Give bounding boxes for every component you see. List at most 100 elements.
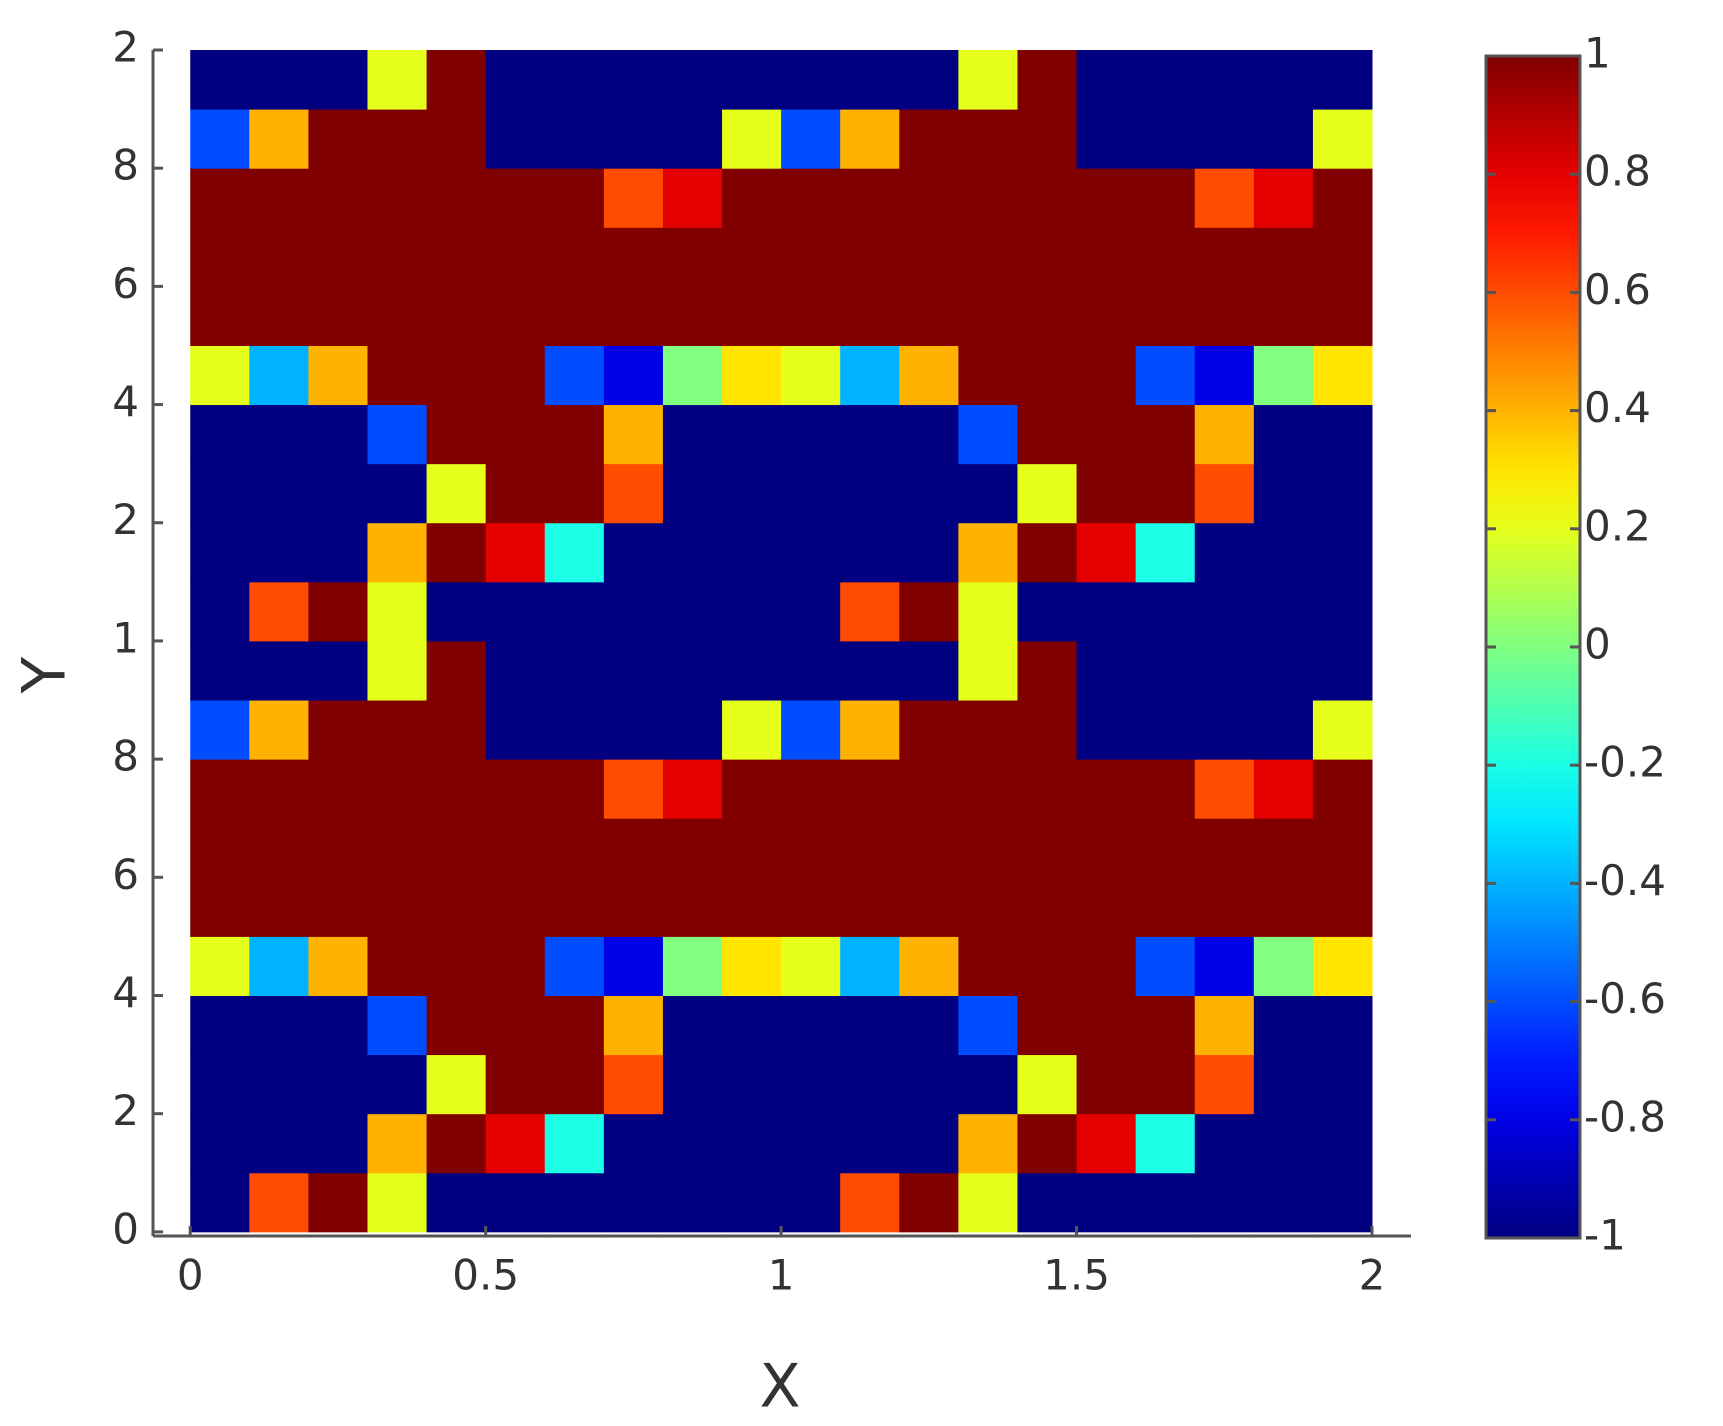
- heatmap-cell: [308, 581, 368, 642]
- heatmap-cell: [190, 286, 250, 346]
- heatmap-cell: [1194, 168, 1255, 228]
- heatmap-cell: [1076, 227, 1137, 287]
- heatmap-cell: [958, 109, 1018, 169]
- heatmap-cell: [662, 581, 723, 642]
- heatmap-cell: [1312, 1172, 1373, 1233]
- heatmap-cell: [1312, 404, 1373, 465]
- x-tick-label: 1: [768, 1251, 795, 1300]
- heatmap-cell: [899, 818, 959, 878]
- heatmap-cell: [367, 345, 428, 406]
- heatmap-cell: [367, 1113, 428, 1174]
- heatmap-cell: [1135, 463, 1196, 524]
- heatmap-cell: [958, 877, 1018, 937]
- heatmap-cell: [367, 227, 428, 287]
- heatmap-cell: [899, 227, 959, 287]
- heatmap-cell: [603, 404, 664, 465]
- heatmap-cell: [426, 109, 487, 169]
- heatmap-cell: [1135, 640, 1196, 701]
- heatmap-cell: [1312, 168, 1373, 228]
- heatmap-cell: [603, 936, 664, 996]
- heatmap-cell: [426, 404, 487, 465]
- heatmap-cell: [1135, 227, 1196, 287]
- heatmap-cell: [662, 759, 723, 819]
- heatmap-cell: [781, 404, 841, 465]
- heatmap-cell: [662, 1054, 723, 1115]
- heatmap-cell: [603, 877, 664, 937]
- heatmap-cell: [249, 700, 309, 760]
- heatmap-cell: [249, 877, 309, 937]
- heatmap-cell: [308, 1054, 368, 1115]
- heatmap-cell: [485, 50, 546, 110]
- heatmap-cell: [840, 404, 900, 465]
- heatmap-cell: [781, 522, 841, 583]
- heatmap-cell: [249, 995, 309, 1056]
- heatmap-cell: [781, 640, 841, 701]
- heatmap-cell: [249, 759, 309, 819]
- y-tick-label: 4: [112, 968, 139, 1017]
- heatmap-cell: [190, 759, 250, 819]
- heatmap-cell: [308, 50, 368, 110]
- heatmap-cell: [1253, 700, 1314, 760]
- heatmap-cell: [840, 109, 900, 169]
- heatmap-cell: [1076, 936, 1137, 996]
- heatmap-cell: [662, 522, 723, 583]
- heatmap-cell: [840, 995, 900, 1056]
- heatmap-cell: [899, 168, 959, 228]
- heatmap-cell: [1253, 759, 1314, 819]
- heatmap-cell: [603, 640, 664, 701]
- heatmap-cell: [722, 463, 782, 524]
- heatmap-cell: [544, 936, 605, 996]
- heatmap-cell: [426, 50, 487, 110]
- heatmap-cell: [426, 227, 487, 287]
- heatmap-cell: [1194, 227, 1255, 287]
- heatmap-cell: [603, 168, 664, 228]
- heatmap-cell: [1076, 818, 1137, 878]
- heatmap-cell: [1312, 286, 1373, 346]
- heatmap-cell: [840, 1172, 900, 1233]
- heatmap-cell: [1312, 700, 1373, 760]
- heatmap-cell: [367, 404, 428, 465]
- heatmap-cell: [1194, 404, 1255, 465]
- x-tick-label: 1.5: [1043, 1251, 1110, 1300]
- heatmap-cell: [1076, 700, 1137, 760]
- heatmap-cell: [485, 168, 546, 228]
- heatmap-cell: [308, 109, 368, 169]
- heatmap-cell: [1135, 877, 1196, 937]
- heatmap-cell: [1312, 995, 1373, 1056]
- heatmap-cell: [308, 404, 368, 465]
- heatmap-cell: [603, 522, 664, 583]
- heatmap-cell: [603, 345, 664, 406]
- heatmap-cell: [485, 463, 546, 524]
- heatmap-cell: [1194, 581, 1255, 642]
- heatmap-cell: [1194, 286, 1255, 346]
- heatmap-cell: [1253, 818, 1314, 878]
- heatmap-cell: [426, 581, 487, 642]
- heatmap-cell: [485, 227, 546, 287]
- heatmap-cell: [722, 404, 782, 465]
- heatmap-cell: [544, 877, 605, 937]
- heatmap-cell: [781, 168, 841, 228]
- heatmap-cell: [308, 227, 368, 287]
- heatmap-cell: [485, 404, 546, 465]
- heatmap-cell: [840, 286, 900, 346]
- heatmap-cell: [544, 818, 605, 878]
- heatmap-cell: [544, 995, 605, 1056]
- heatmap-cell: [1076, 1172, 1137, 1233]
- heatmap-cell: [781, 936, 841, 996]
- heatmap-cell: [544, 1113, 605, 1174]
- heatmap-cell: [722, 286, 782, 346]
- heatmap-cell: [1135, 700, 1196, 760]
- heatmap-cell: [1076, 463, 1137, 524]
- heatmap-cell: [1135, 522, 1196, 583]
- heatmap-cell: [1076, 404, 1137, 465]
- heatmap-cell: [544, 700, 605, 760]
- heatmap-cell: [840, 877, 900, 937]
- heatmap-cell: [1194, 759, 1255, 819]
- heatmap-cell: [722, 759, 782, 819]
- heatmap-cell: [308, 463, 368, 524]
- heatmap-cell: [958, 168, 1018, 228]
- heatmap-cell: [426, 168, 487, 228]
- y-tick-label: 8: [112, 732, 139, 781]
- heatmap-cell: [1135, 50, 1196, 110]
- heatmap-cell: [1312, 936, 1373, 996]
